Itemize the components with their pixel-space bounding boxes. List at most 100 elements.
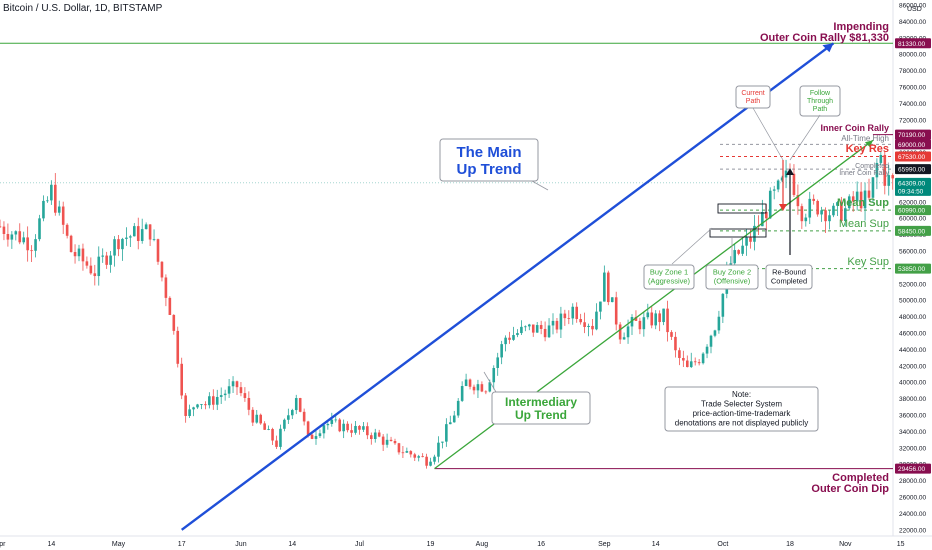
candle-body	[682, 357, 685, 361]
x-tick-label: Jun	[235, 541, 246, 548]
candle-body	[816, 200, 819, 215]
candle-body	[156, 239, 160, 262]
candle-body	[642, 317, 646, 330]
candle-body	[227, 386, 231, 394]
x-tick-label: 15	[897, 541, 905, 548]
candle-body	[867, 190, 871, 198]
candle-body	[184, 395, 187, 416]
candle-body	[231, 381, 235, 387]
main-trend-pointer	[531, 180, 549, 191]
candle-body	[346, 423, 349, 431]
completed-inner-line-1: Completed	[855, 163, 889, 170]
candle-body	[800, 206, 804, 222]
candle-body	[291, 410, 294, 416]
follow-through-callout-line: Follow	[810, 90, 831, 97]
candle-body	[618, 324, 622, 340]
buy-zone-1-callout-line: Buy Zone 1	[650, 268, 688, 277]
candle-body	[330, 419, 334, 424]
candle-body	[622, 337, 626, 340]
candle-body	[113, 239, 116, 256]
candle-body	[524, 326, 527, 328]
buy-zone-1-callout-box	[643, 264, 695, 290]
level-price-tag	[895, 205, 931, 216]
candle-body	[366, 426, 369, 436]
candle-body	[314, 436, 318, 439]
candle-body	[421, 456, 424, 458]
candle-body	[804, 217, 808, 222]
candle-body	[89, 265, 93, 274]
candle-body	[302, 411, 306, 422]
candle-body	[717, 316, 721, 331]
x-tick-label: Sep	[598, 541, 611, 548]
rebound-callout-line: Completed	[771, 277, 807, 286]
candle-body	[294, 398, 298, 411]
candle-body	[263, 423, 266, 430]
y-tick-label: 32000.00	[899, 445, 926, 452]
candle-body	[591, 325, 594, 330]
candle-body	[326, 423, 330, 426]
candle-body	[354, 425, 357, 433]
main-trend-arrowhead	[822, 43, 834, 53]
main-trend-callout-box	[439, 138, 539, 182]
current-path-callout-line: Current	[741, 90, 764, 97]
candle-body	[733, 250, 736, 264]
candle-body	[496, 357, 499, 368]
candle-body	[610, 297, 614, 303]
candle-body	[50, 184, 53, 201]
intermediary-arrowhead	[864, 140, 873, 148]
candle-body	[543, 328, 547, 338]
level-price-label: 29456.00	[898, 466, 925, 473]
impending-line-1: Impending	[833, 21, 889, 33]
y-tick-label: 76000.00	[899, 85, 926, 92]
x-tick-label: Nov	[839, 541, 852, 548]
buy-zone-2-rect	[709, 228, 767, 238]
candle-body	[129, 236, 132, 238]
candle-body	[73, 252, 77, 257]
candle-body	[780, 177, 784, 181]
candle-body	[796, 194, 800, 207]
candle-body	[136, 226, 140, 241]
candle-body	[298, 398, 302, 412]
y-tick-label: 72000.00	[899, 117, 926, 124]
follow-through-callout-box	[799, 85, 841, 117]
candle-body	[666, 308, 669, 333]
countdown-label: 09:34:50	[898, 188, 924, 195]
candle-body	[10, 234, 14, 240]
candle-body	[385, 439, 389, 445]
level-price-label: 69000.00	[898, 142, 925, 149]
candle-body	[689, 361, 693, 368]
candle-body	[417, 456, 420, 458]
buy-zone-2-callout-line: Buy Zone 2	[713, 268, 751, 277]
candle-body	[239, 387, 243, 394]
candle-body	[109, 255, 112, 265]
candle-body	[373, 432, 377, 439]
buy-zone-2-callout-box	[705, 264, 759, 290]
main-trendline	[180, 42, 835, 531]
candle-body	[350, 430, 353, 433]
level-price-label: 58450.00	[898, 228, 925, 235]
candle-body	[164, 277, 168, 298]
y-tick-label: 40000.00	[899, 380, 926, 387]
intermediary-callout-box	[491, 391, 591, 425]
candle-body	[389, 439, 393, 442]
candle-body	[693, 361, 697, 363]
candle-body	[456, 400, 460, 416]
candle-body	[259, 414, 262, 424]
candle-body	[646, 312, 650, 318]
y-tick-label: 24000.00	[899, 511, 926, 518]
completed-inner-line-2: Inner Coin Rally	[839, 170, 889, 177]
candle-body	[504, 337, 507, 345]
candle-body	[243, 393, 247, 398]
intermediary-callout-line: Up Trend	[515, 408, 567, 422]
candle-body	[176, 330, 180, 364]
candle-body	[452, 415, 456, 423]
candle-body	[180, 363, 183, 396]
candle-body	[808, 198, 812, 218]
candle-body	[172, 314, 176, 331]
candle-body	[188, 409, 191, 416]
level-price-tag	[895, 129, 931, 140]
completed-dip-line-2: Outer Coin Dip	[811, 483, 889, 495]
